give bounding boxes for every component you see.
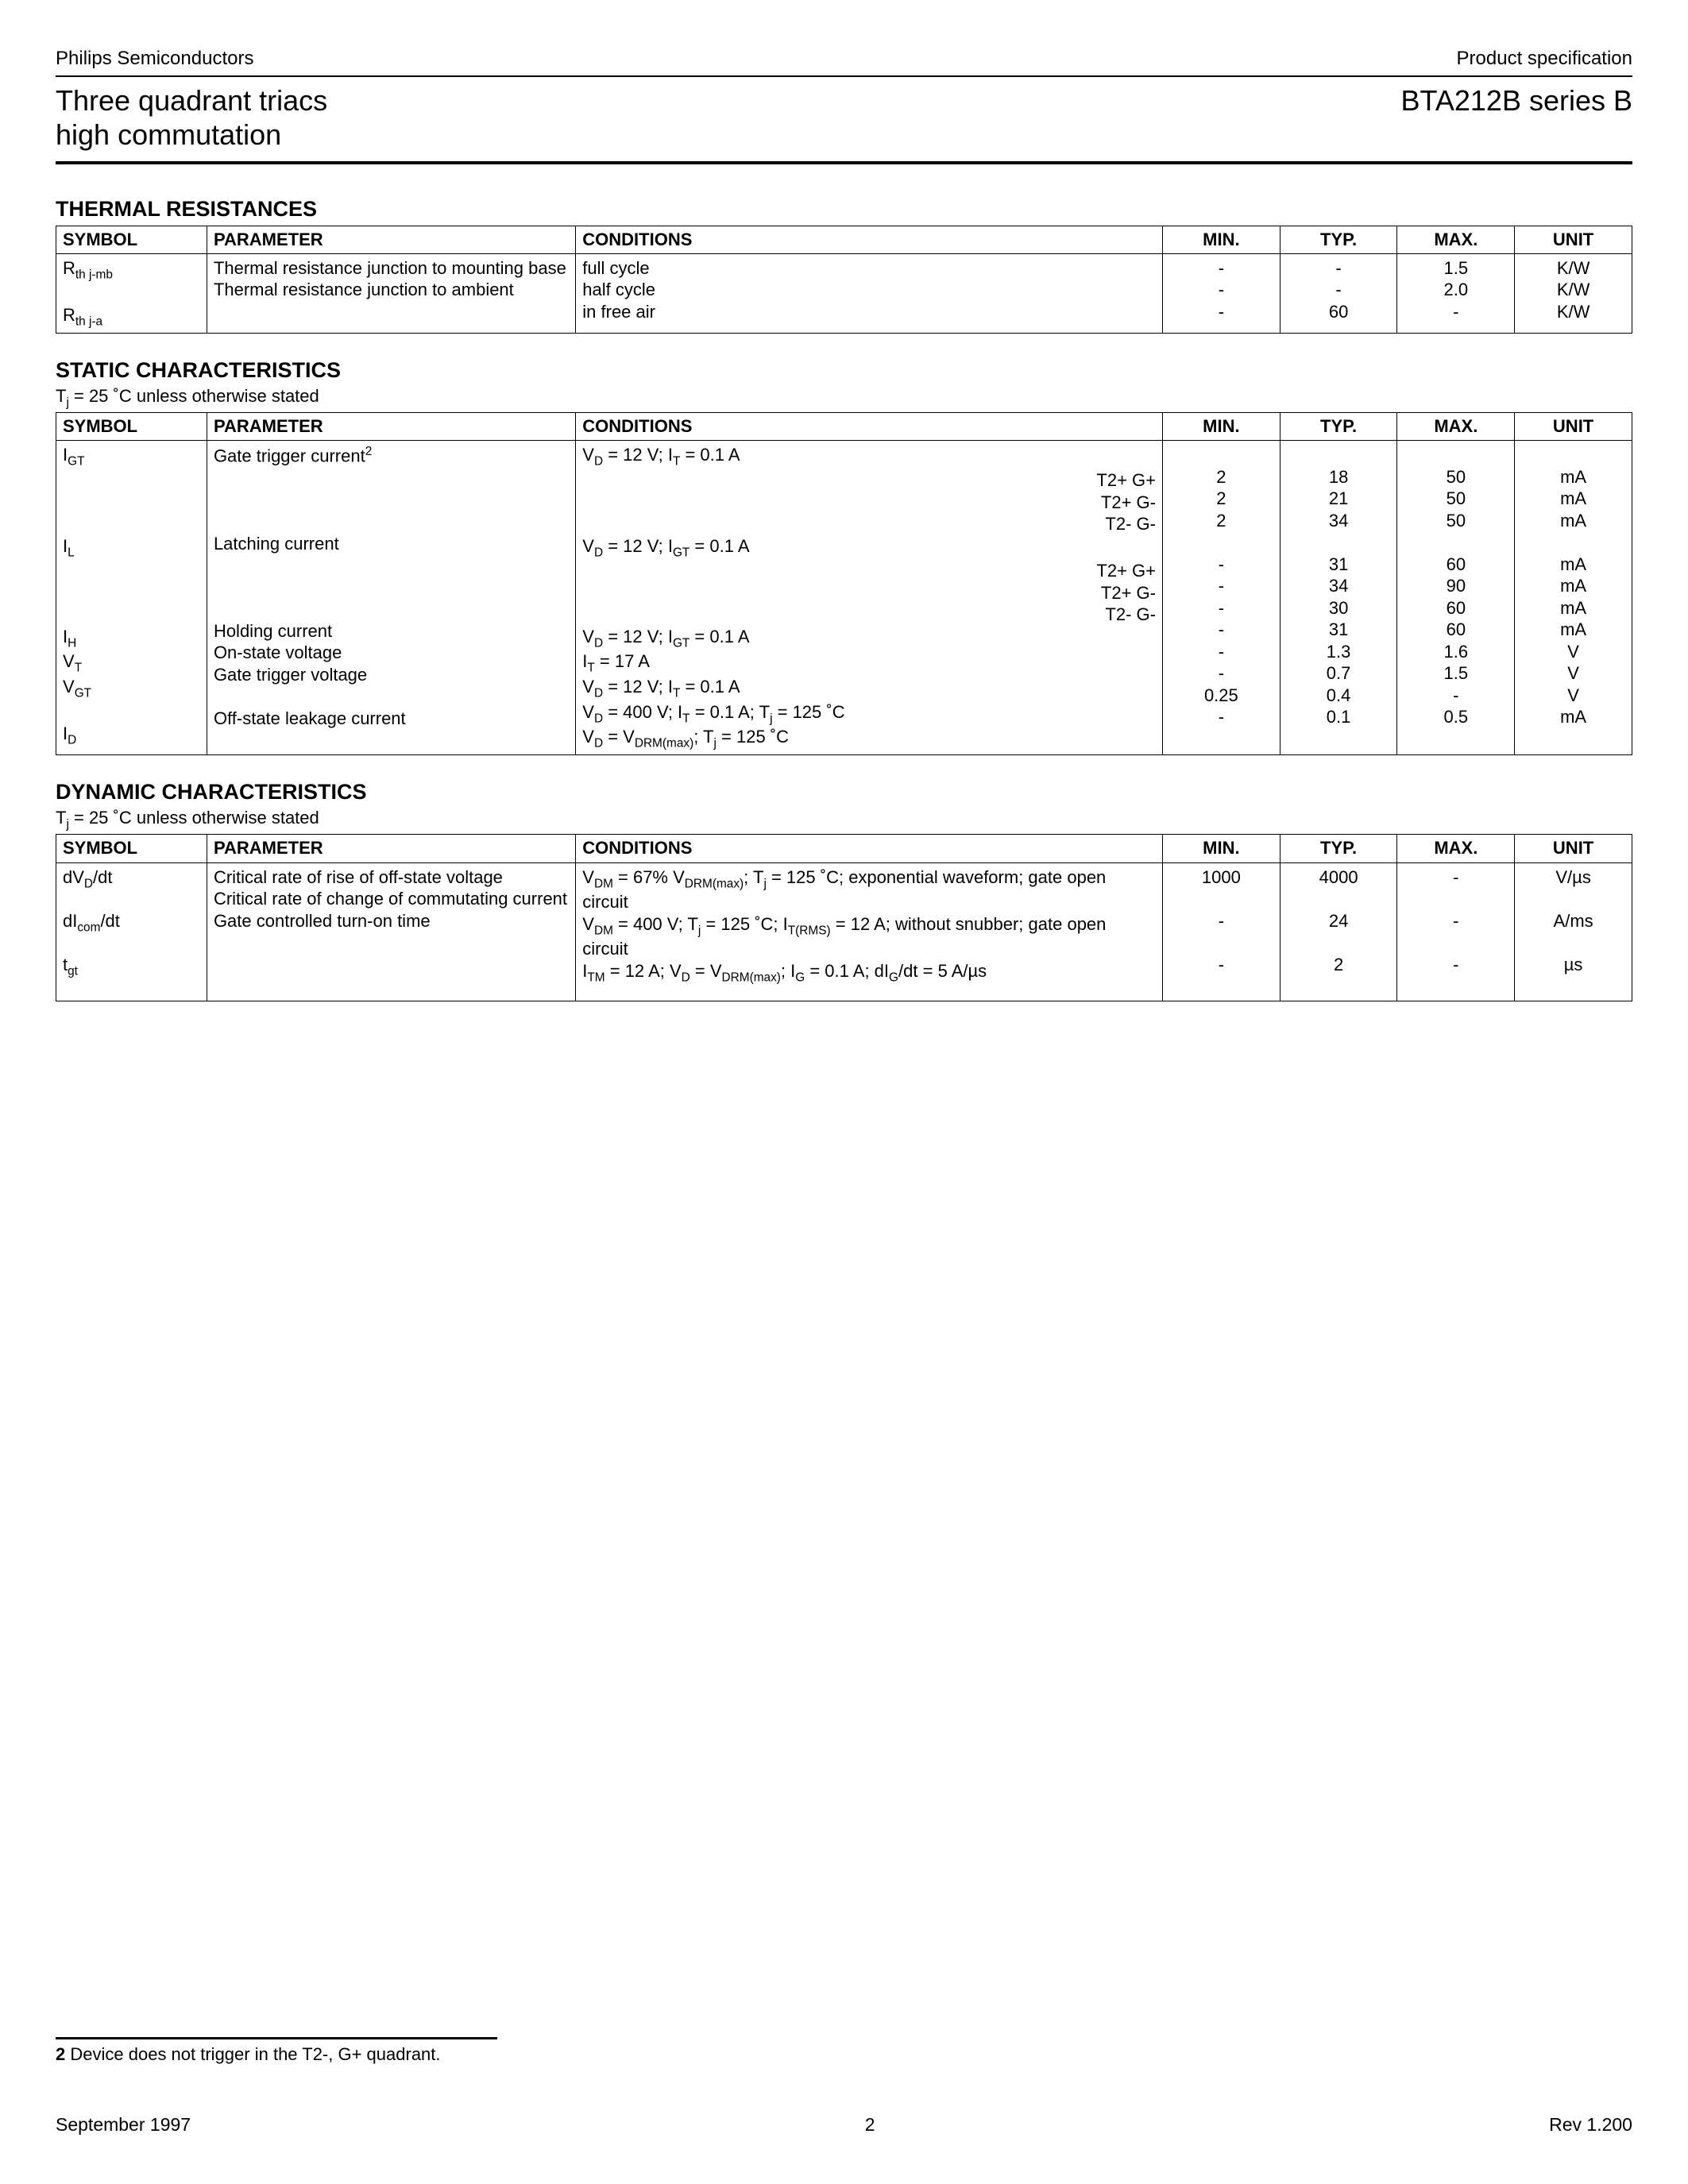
cell-conditions: VDM = 67% VDRM(max); Tj = 125 ˚C; expone…	[576, 862, 1163, 1001]
table-header-row: SYMBOL PARAMETER CONDITIONS MIN. TYP. MA…	[56, 835, 1632, 862]
cell-max: 1.5 2.0 -	[1397, 253, 1515, 333]
th-typ: TYP.	[1280, 835, 1397, 862]
table-header-row: SYMBOL PARAMETER CONDITIONS MIN. TYP. MA…	[56, 226, 1632, 253]
th-symbol: SYMBOL	[56, 835, 207, 862]
th-max: MAX.	[1397, 226, 1515, 253]
table-row: dVD/dtdIcom/dttgt Critical rate of rise …	[56, 862, 1632, 1001]
doc-type: Product specification	[1457, 48, 1632, 71]
footer-date: September 1997	[56, 2114, 191, 2136]
cell-unit: mAmAmA mAmAmAmAVVVmA	[1515, 441, 1632, 754]
title-line-1: Three quadrant triacs	[56, 83, 327, 118]
static-section-title: STATIC CHARACTERISTICS	[56, 357, 1632, 383]
thermal-section-title: THERMAL RESISTANCES	[56, 196, 1632, 222]
th-unit: UNIT	[1515, 226, 1632, 253]
th-typ: TYP.	[1280, 413, 1397, 441]
cell-typ: - - 60	[1280, 253, 1397, 333]
th-min: MIN.	[1162, 835, 1280, 862]
cell-parameter: Thermal resistance junction to mounting …	[207, 253, 575, 333]
th-parameter: PARAMETER	[207, 226, 575, 253]
cell-symbol: Rth j-mb Rth j-a	[56, 253, 207, 333]
cell-typ: 4000242	[1280, 862, 1397, 1001]
cell-conditions: full cycle half cycle in free air	[576, 253, 1163, 333]
cell-conditions: VD = 12 V; IT = 0.1 A T2+ G+ T2+ G- T2- …	[576, 441, 1163, 754]
cell-min: - - -	[1162, 253, 1280, 333]
cell-unit: K/W K/W K/W	[1515, 253, 1632, 333]
cell-symbol: IGT IL IHVTVGT ID	[56, 441, 207, 754]
cell-parameter: Critical rate of rise of off-state volta…	[207, 862, 575, 1001]
th-conditions: CONDITIONS	[576, 413, 1163, 441]
dynamic-table: SYMBOL PARAMETER CONDITIONS MIN. TYP. MA…	[56, 834, 1632, 1001]
static-subnote: Tj = 25 ˚C unless otherwise stated	[56, 386, 1632, 411]
thermal-table: SYMBOL PARAMETER CONDITIONS MIN. TYP. MA…	[56, 226, 1632, 334]
footer-rev: Rev 1.200	[1549, 2114, 1632, 2136]
th-symbol: SYMBOL	[56, 413, 207, 441]
dynamic-subnote: Tj = 25 ˚C unless otherwise stated	[56, 808, 1632, 832]
footnote-text: Device does not trigger in the T2-, G+ q…	[70, 2044, 440, 2064]
cell-typ: 182134 313430311.30.70.40.1	[1280, 441, 1397, 754]
footnote-num: 2	[56, 2044, 65, 2064]
cell-symbol: dVD/dtdIcom/dttgt	[56, 862, 207, 1001]
static-table: SYMBOL PARAMETER CONDITIONS MIN. TYP. MA…	[56, 412, 1632, 755]
th-conditions: CONDITIONS	[576, 835, 1163, 862]
footnote: 2 Device does not trigger in the T2-, G+…	[56, 2044, 1632, 2065]
product-name: BTA212B series B	[1401, 83, 1632, 152]
title-line-2: high commutation	[56, 118, 327, 152]
th-min: MIN.	[1162, 413, 1280, 441]
table-row: Rth j-mb Rth j-a Thermal resistance junc…	[56, 253, 1632, 333]
th-typ: TYP.	[1280, 226, 1397, 253]
cell-parameter: Gate trigger current2 Latching current H…	[207, 441, 575, 754]
cell-max: 505050 609060601.61.5-0.5	[1397, 441, 1515, 754]
cell-min: 1000--	[1162, 862, 1280, 1001]
footer-page: 2	[865, 2114, 875, 2136]
cell-min: 222 ------0.25-	[1162, 441, 1280, 754]
th-parameter: PARAMETER	[207, 413, 575, 441]
page-footer: September 1997 2 Rev 1.200	[56, 2114, 1632, 2136]
top-header: Philips Semiconductors Product specifica…	[56, 48, 1632, 77]
dynamic-section-title: DYNAMIC CHARACTERISTICS	[56, 779, 1632, 805]
th-min: MIN.	[1162, 226, 1280, 253]
company-name: Philips Semiconductors	[56, 48, 253, 71]
footnote-rule	[56, 2037, 497, 2039]
table-row: IGT IL IHVTVGT ID Gate trigger current2 …	[56, 441, 1632, 754]
th-parameter: PARAMETER	[207, 835, 575, 862]
th-max: MAX.	[1397, 413, 1515, 441]
th-unit: UNIT	[1515, 413, 1632, 441]
th-max: MAX.	[1397, 835, 1515, 862]
th-conditions: CONDITIONS	[576, 226, 1163, 253]
cell-max: ---	[1397, 862, 1515, 1001]
cell-unit: V/µsA/msµs	[1515, 862, 1632, 1001]
th-symbol: SYMBOL	[56, 226, 207, 253]
table-header-row: SYMBOL PARAMETER CONDITIONS MIN. TYP. MA…	[56, 413, 1632, 441]
title-row: Three quadrant triacs high commutation B…	[56, 83, 1632, 164]
th-unit: UNIT	[1515, 835, 1632, 862]
